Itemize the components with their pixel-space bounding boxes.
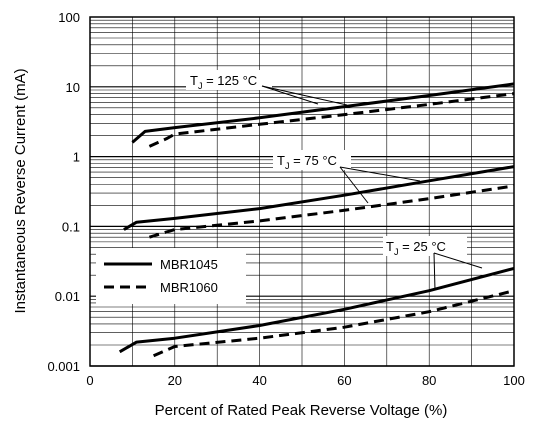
annotation-arrow-75-a <box>339 166 421 182</box>
annotation-arrow-125-a <box>261 85 319 105</box>
annotation-bg-25 <box>383 236 467 256</box>
series-line-mbr1060-125c <box>148 92 515 148</box>
annotation-tj-125: TJ = 125 °C <box>190 73 257 91</box>
y-tick-label: 10 <box>66 80 80 95</box>
annotations: TJ = 125 °C TJ = 75 °C TJ = 25 °C <box>186 70 483 291</box>
plot-frame <box>89 16 515 367</box>
x-tick-label: 0 <box>86 373 93 388</box>
annotation-arrow-75-b <box>339 166 369 204</box>
legend-label-mbr1060: MBR1060 <box>160 280 218 295</box>
x-tick-label: 20 <box>168 373 182 388</box>
legend-label-mbr1045: MBR1045 <box>160 257 218 272</box>
annotation-arrow-25-a <box>433 252 483 269</box>
x-axis-title: Percent of Rated Peak Reverse Voltage (%… <box>155 402 448 419</box>
legend-box <box>96 248 246 304</box>
y-tick-label: 1 <box>73 150 80 165</box>
x-tick-label: 60 <box>337 373 351 388</box>
y-tick-label: 0.01 <box>55 289 80 304</box>
annotation-tj-25: TJ = 25 °C <box>386 239 446 257</box>
axis-labels: 0 20 40 60 80 100 0.001 0.01 0.1 1 10 100 <box>47 10 524 388</box>
series-line-mbr1045-25c <box>118 266 515 354</box>
annotation-arrow-125-b <box>261 85 348 106</box>
annotation-bg-75 <box>273 150 351 170</box>
annotation-arrow-25-b <box>433 252 436 291</box>
y-tick-label: 0.1 <box>62 219 80 234</box>
series-line-mbr1045-125c <box>131 82 515 144</box>
y-axis-title: Instantaneous Reverse Current (mA) <box>12 68 29 313</box>
x-tick-label: 80 <box>422 373 436 388</box>
annotation-bg-125 <box>186 70 272 90</box>
y-tick-label: 0.001 <box>47 359 80 374</box>
series-line-mbr1060-75c <box>148 184 515 239</box>
series-layer <box>118 82 515 358</box>
annotation-tj-75: TJ = 75 °C <box>277 153 337 171</box>
legend: MBR1045 MBR1060 <box>96 248 246 304</box>
x-tick-label: 100 <box>503 373 525 388</box>
y-tick-label: 100 <box>58 10 80 25</box>
series-line-mbr1045-75c <box>123 165 515 231</box>
series-line-mbr1060-25c <box>152 289 515 358</box>
x-tick-label: 40 <box>252 373 266 388</box>
